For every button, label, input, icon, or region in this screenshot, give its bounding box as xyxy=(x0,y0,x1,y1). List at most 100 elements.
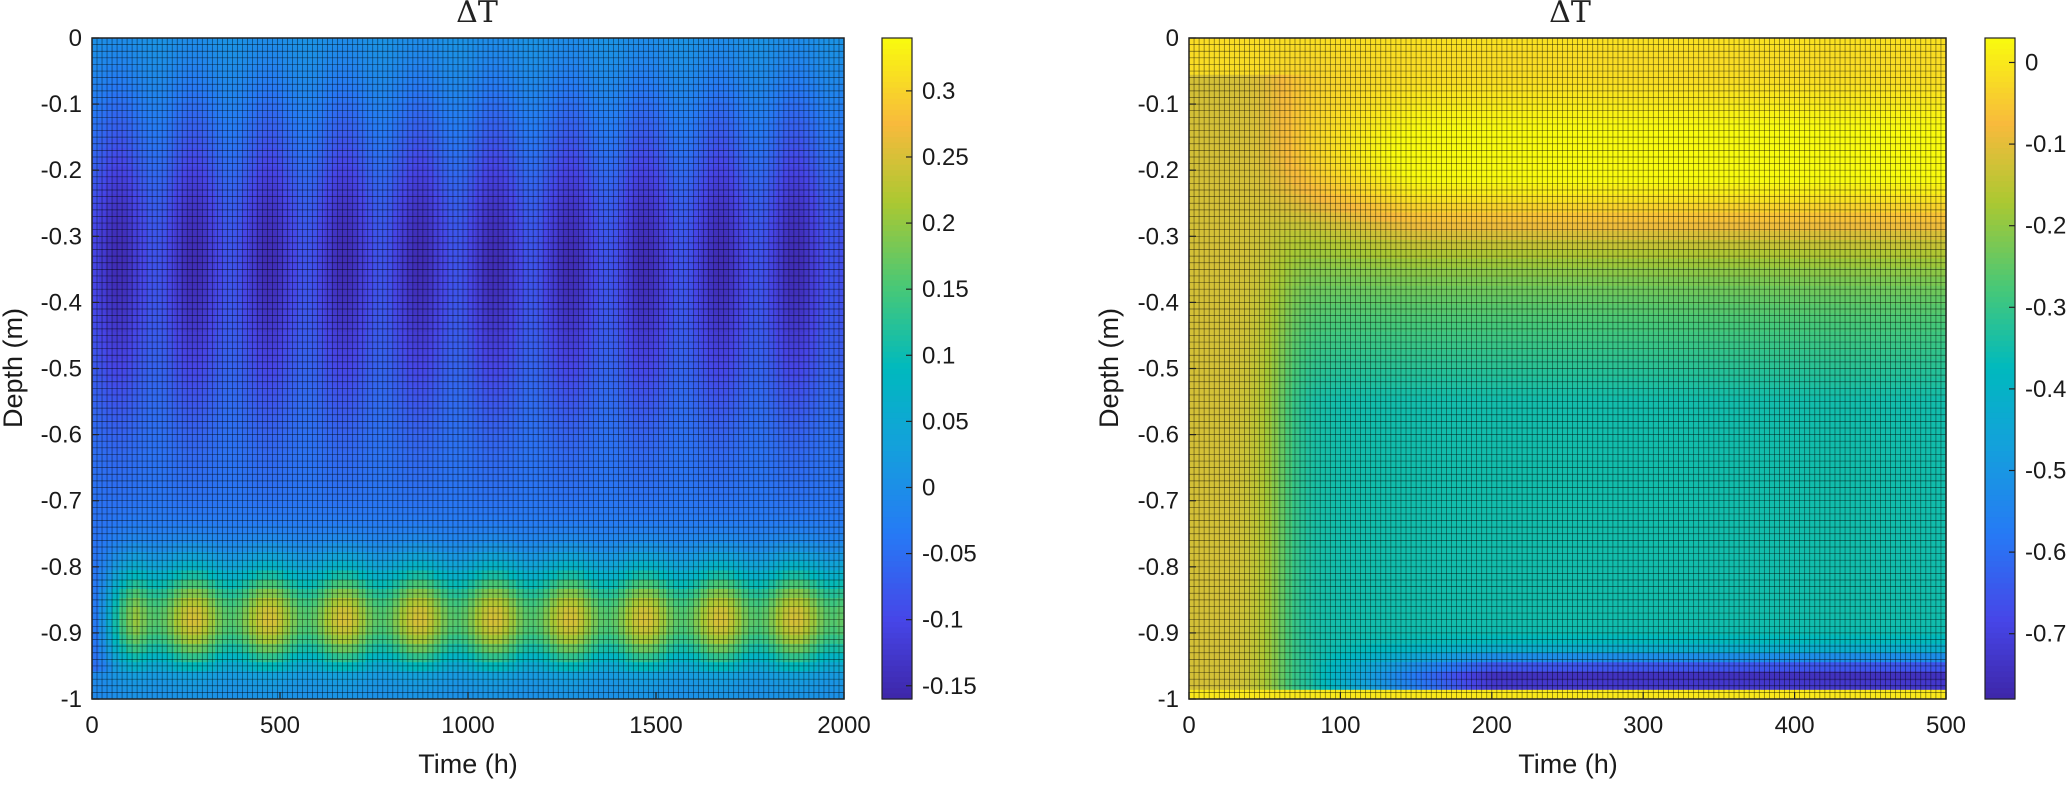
heatmap-cell xyxy=(447,66,454,76)
heatmap-cell xyxy=(372,111,379,121)
heatmap-cell xyxy=(625,359,632,369)
heatmap-cell xyxy=(447,231,454,241)
heatmap-cell xyxy=(311,396,318,406)
heatmap-cell xyxy=(338,121,345,131)
heatmap-cell xyxy=(625,93,632,103)
heatmap-cell xyxy=(516,231,523,241)
heatmap-cell xyxy=(735,405,742,415)
heatmap-cell xyxy=(571,231,578,241)
heatmap-cell xyxy=(468,396,475,406)
heatmap-cell xyxy=(564,240,571,250)
heatmap-cell xyxy=(242,405,249,415)
heatmap-cell xyxy=(536,75,543,85)
heatmap-cell xyxy=(721,323,728,333)
heatmap-cell xyxy=(823,313,830,323)
heatmap-cell xyxy=(639,341,646,351)
heatmap-cell xyxy=(324,167,331,177)
heatmap-cell xyxy=(823,38,830,48)
heatmap-cell xyxy=(748,323,755,333)
heatmap-cell xyxy=(823,148,830,158)
heatmap-cell xyxy=(516,359,523,369)
heatmap-cell xyxy=(147,194,154,204)
heatmap-cell xyxy=(735,38,742,48)
heatmap-cell xyxy=(249,194,256,204)
heatmap-cell xyxy=(571,121,578,131)
heatmap-cell xyxy=(167,295,174,305)
heatmap-cell xyxy=(270,258,277,268)
heatmap-cell xyxy=(318,369,325,379)
heatmap-cell xyxy=(297,176,304,186)
heatmap-cell xyxy=(571,359,578,369)
heatmap-cell xyxy=(495,38,502,48)
left-chart-title: ΔT xyxy=(456,0,498,30)
heatmap-cell xyxy=(174,277,181,287)
heatmap-cell xyxy=(345,167,352,177)
heatmap-cell xyxy=(523,424,530,434)
heatmap-cell xyxy=(236,38,243,48)
heatmap-cell xyxy=(673,121,680,131)
heatmap-cell xyxy=(311,286,318,296)
heatmap-cell xyxy=(550,258,557,268)
heatmap-cell xyxy=(659,38,666,48)
heatmap-cell xyxy=(618,75,625,85)
heatmap-cell xyxy=(687,66,694,76)
heatmap-cell xyxy=(789,148,796,158)
heatmap-cell xyxy=(489,295,496,305)
heatmap-cell xyxy=(700,341,707,351)
heatmap-cell xyxy=(612,405,619,415)
heatmap-cell xyxy=(413,249,420,259)
heatmap-cell xyxy=(447,405,454,415)
heatmap-cell xyxy=(92,231,99,241)
heatmap-cell xyxy=(119,249,126,259)
heatmap-cell xyxy=(550,75,557,85)
heatmap-cell xyxy=(612,442,619,452)
heatmap-cell xyxy=(461,176,468,186)
heatmap-cell xyxy=(748,38,755,48)
heatmap-cell xyxy=(236,148,243,158)
heatmap-cell xyxy=(270,66,277,76)
heatmap-cell xyxy=(475,167,482,177)
heatmap-cell xyxy=(242,240,249,250)
heatmap-cell xyxy=(215,286,222,296)
heatmap-cell xyxy=(215,396,222,406)
heatmap-cell xyxy=(99,157,106,167)
heatmap-cell xyxy=(324,249,331,259)
heatmap-cell xyxy=(359,295,366,305)
heatmap-cell xyxy=(447,313,454,323)
heatmap-cell xyxy=(188,148,195,158)
heatmap-cell xyxy=(324,442,331,452)
heatmap-cell xyxy=(215,369,222,379)
heatmap-cell xyxy=(263,332,270,342)
heatmap-cell xyxy=(420,249,427,259)
heatmap-cell xyxy=(359,203,366,213)
heatmap-cell xyxy=(99,38,106,48)
heatmap-cell xyxy=(714,93,721,103)
heatmap-cell xyxy=(188,194,195,204)
heatmap-cell xyxy=(762,194,769,204)
heatmap-cell xyxy=(99,369,106,379)
heatmap-cell xyxy=(776,38,783,48)
heatmap-cell xyxy=(386,66,393,76)
heatmap-cell xyxy=(283,212,290,222)
heatmap-cell xyxy=(495,240,502,250)
heatmap-cell xyxy=(461,405,468,415)
heatmap-cell xyxy=(249,167,256,177)
heatmap-cell xyxy=(584,93,591,103)
heatmap-cell xyxy=(721,286,728,296)
heatmap-cell xyxy=(639,148,646,158)
heatmap-cell xyxy=(550,176,557,186)
heatmap-cell xyxy=(495,442,502,452)
heatmap-cell xyxy=(167,75,174,85)
heatmap-cell xyxy=(789,157,796,167)
heatmap-cell xyxy=(393,332,400,342)
heatmap-cell xyxy=(99,451,106,461)
heatmap-cell xyxy=(160,277,167,287)
heatmap-cell xyxy=(564,111,571,121)
heatmap-cell xyxy=(571,249,578,259)
heatmap-cell xyxy=(735,323,742,333)
heatmap-cell xyxy=(762,148,769,158)
heatmap-cell xyxy=(666,157,673,167)
heatmap-cell xyxy=(673,176,680,186)
heatmap-cell xyxy=(646,121,653,131)
heatmap-cell xyxy=(420,231,427,241)
